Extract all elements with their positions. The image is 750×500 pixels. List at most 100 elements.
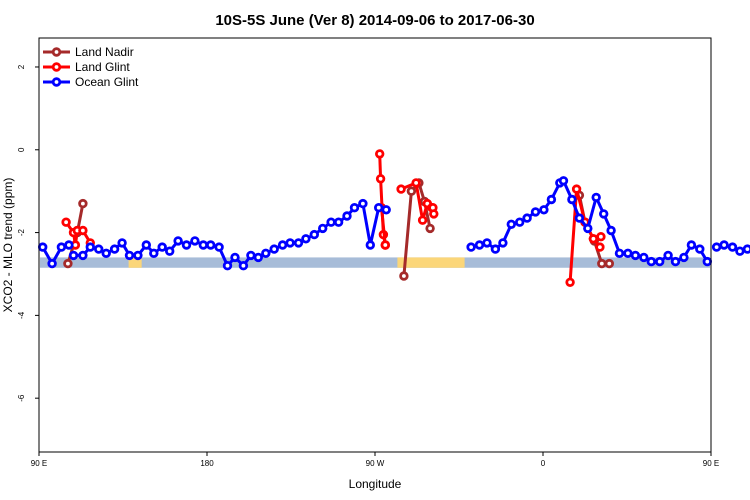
y-tick-label: 2 [17,64,26,69]
x-tick-label: 0 [541,459,546,468]
legend-label: Ocean Glint [75,75,139,89]
ocean-glint-point [190,236,200,246]
land-glint-point [595,242,605,252]
legend-marker [51,62,62,72]
land-glint-point [411,178,421,188]
ocean-glint-point [101,248,111,258]
ocean-glint-point [117,238,127,248]
ocean-glint-point [506,219,516,229]
ocean-glint-point [214,242,224,252]
ocean-glint-point [695,244,705,254]
ocean-glint-point [655,256,665,267]
land-glint-point [375,174,386,184]
ocean-glint-point [301,234,311,244]
land-nadir-point [399,271,409,281]
ocean-glint-point [253,252,263,263]
y-tick-label: -4 [17,311,26,319]
ocean-glint-point [711,242,722,252]
ocean-glint-line [73,202,387,268]
ocean-glint-point [742,244,750,254]
ocean-glint-point [358,198,368,209]
y-tick-label: -2 [17,228,26,236]
ocean-glint-point [47,258,57,269]
y-axis: 2 0 -2 -4 -6 [17,64,39,402]
land-nadir-point [604,258,614,269]
ocean-glint-point [124,250,135,261]
land-glint-point [429,209,439,219]
ocean-glint-point [261,248,271,258]
ocean-glint-point [702,256,712,267]
ocean-glint-point [68,250,79,261]
legend-marker [51,47,62,57]
ocean-glint-point [205,240,216,250]
ocean-glint-point [630,250,641,261]
legend-item-land-glint: Land Glint [43,60,130,74]
ocean-glint-point [109,244,120,254]
land-glint-point [396,184,406,194]
ocean-glint-point [381,205,391,215]
ocean-glint-point [230,252,240,263]
ocean-glint-point [539,205,549,215]
ocean-glint-point [349,202,360,213]
ocean-glint-point [670,256,681,267]
ocean-glint-point [646,256,656,267]
legend-item-ocean-glint: Ocean Glint [43,75,139,89]
surface-band-ocean [40,257,710,268]
ocean-glint-point [599,209,609,219]
x-tick-label: 90 E [31,459,47,468]
ocean-glint-point [293,238,304,248]
ocean-glint-point [522,213,532,223]
ocean-glint-point [474,240,485,250]
land-glint-point [588,234,599,244]
ocean-glint-point [466,242,476,252]
ocean-glint-point [38,242,48,252]
ocean-glint-point [735,246,745,256]
land-glint-point [417,215,428,225]
legend-marker [51,77,62,87]
ocean-glint-point [238,261,249,271]
land-glint-point [596,231,606,242]
ocean-glint-point [277,240,288,250]
x-tick-label: 90 W [366,459,385,468]
ocean-glint-point [85,242,95,252]
land-glint-point [571,184,582,194]
x-tick-label: 180 [200,459,214,468]
legend-label: Land Nadir [75,45,134,59]
land-nadir-point [597,258,607,269]
land-nadir-point [425,223,435,234]
ocean-glint-point [574,213,585,223]
surface-band-land [128,257,142,268]
surface-band [40,257,710,268]
ocean-glint-point [719,240,729,250]
ocean-glint-point [530,207,541,217]
legend-item-land-nadir: Land Nadir [43,45,134,59]
ocean-glint-point [342,211,352,221]
ocean-glint-point [198,240,208,250]
land-nadir-point [406,186,417,196]
plot-series [38,149,750,287]
x-tick-label: 90 E [703,459,719,468]
land-glint-point [375,149,385,159]
ocean-glint-point [181,240,192,250]
plot-frame [38,37,712,453]
ocean-glint-point [490,244,501,254]
ocean-glint-point [173,236,183,246]
chart-title: 10S-5S June (Ver 8) 2014-09-06 to 2017-0… [215,12,534,29]
ocean-glint-point [583,223,593,234]
ocean-glint-point [64,240,74,250]
y-tick-label: -6 [17,394,26,402]
land-glint-point [78,225,88,236]
ocean-glint-point [614,248,625,258]
ocean-glint-point [149,248,159,258]
ocean-glint-point [93,244,104,254]
ocean-glint-point [222,261,233,271]
ocean-glint-point [498,238,508,248]
ocean-glint-point [727,242,738,252]
ocean-glint-point [333,217,344,227]
ocean-glint-point [285,238,295,248]
ocean-glint-point [482,238,492,248]
ocean-glint-point [663,250,673,261]
ocean-glint-point [56,242,67,252]
land-nadir-point [63,258,73,269]
